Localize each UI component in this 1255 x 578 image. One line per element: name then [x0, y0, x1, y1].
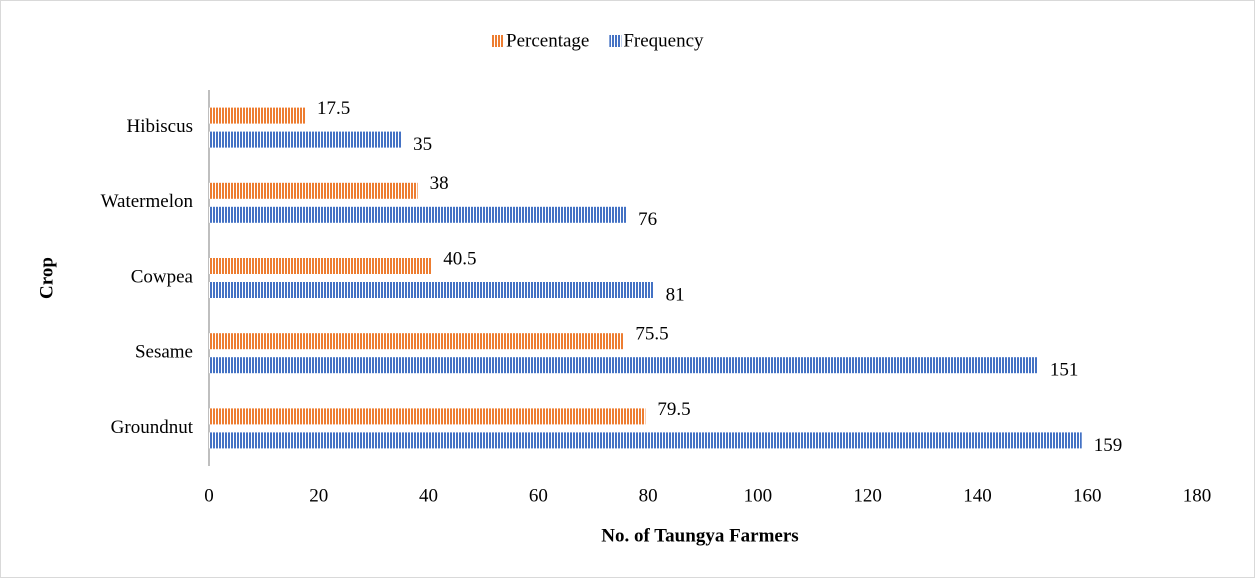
- x-tick-label: 0: [204, 485, 214, 506]
- value-label: 35: [413, 134, 432, 155]
- x-tick-label: 60: [529, 485, 548, 506]
- value-label: 17.5: [317, 98, 350, 119]
- value-label: 75.5: [635, 324, 668, 345]
- x-tick-label: 160: [1073, 485, 1102, 506]
- y-axis-title: Crop: [36, 257, 57, 299]
- x-tick-label: 180: [1183, 485, 1212, 506]
- bar: [209, 408, 646, 425]
- legend-label: Percentage: [506, 30, 589, 51]
- value-label: 159: [1094, 435, 1123, 456]
- y-tick-label: Hibiscus: [127, 116, 194, 137]
- y-tick-label: Cowpea: [131, 266, 194, 287]
- legend-swatch: [492, 35, 504, 47]
- y-tick-label: Watermelon: [101, 191, 194, 212]
- value-label: 40.5: [443, 248, 476, 269]
- bar: [209, 182, 418, 199]
- bar: [209, 131, 402, 148]
- value-label: 76: [638, 209, 657, 230]
- bar: [209, 357, 1038, 374]
- x-tick-label: 140: [963, 485, 992, 506]
- bar: [209, 432, 1082, 449]
- x-tick-label: 40: [419, 485, 438, 506]
- value-label: 38: [430, 173, 449, 194]
- x-tick-label: 100: [744, 485, 773, 506]
- bar: [209, 333, 624, 350]
- y-tick-label: Sesame: [135, 342, 193, 363]
- bar: [209, 258, 432, 274]
- bar: [209, 282, 654, 298]
- legend-label: Frequency: [623, 30, 704, 51]
- value-label: 151: [1050, 360, 1079, 381]
- value-label: 79.5: [657, 399, 690, 420]
- bar: [209, 107, 306, 124]
- y-tick-label: Groundnut: [111, 417, 194, 438]
- x-tick-label: 80: [639, 485, 658, 506]
- bar: [209, 206, 627, 223]
- value-label: 81: [666, 284, 685, 305]
- x-axis-title: No. of Taungya Farmers: [601, 525, 798, 546]
- x-tick-label: 120: [853, 485, 882, 506]
- legend-swatch: [609, 35, 622, 47]
- x-tick-label: 20: [309, 485, 328, 506]
